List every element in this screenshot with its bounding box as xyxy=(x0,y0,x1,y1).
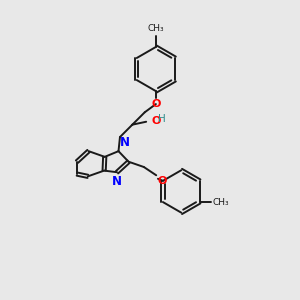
Text: N: N xyxy=(112,175,122,188)
Text: O: O xyxy=(151,116,160,126)
Text: O: O xyxy=(151,99,160,109)
Text: O: O xyxy=(158,176,167,186)
Text: CH₃: CH₃ xyxy=(148,24,164,33)
Text: CH₃: CH₃ xyxy=(213,197,229,206)
Text: H: H xyxy=(158,114,166,124)
Text: N: N xyxy=(120,136,130,149)
